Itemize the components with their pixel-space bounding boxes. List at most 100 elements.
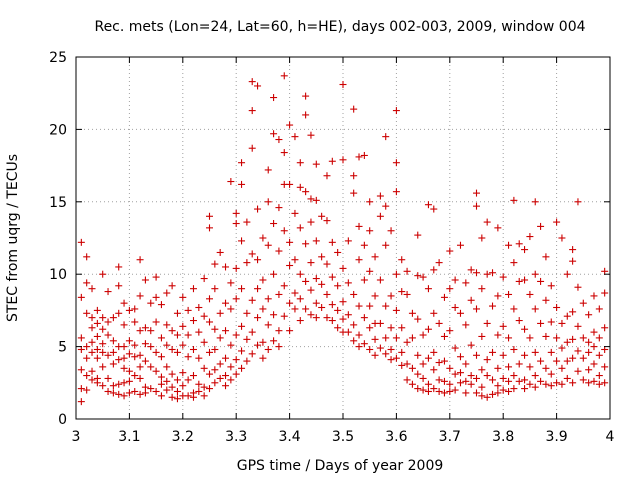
data-point xyxy=(286,238,294,246)
data-point xyxy=(88,324,96,332)
data-point xyxy=(328,301,336,309)
data-point xyxy=(547,348,555,356)
data-point xyxy=(216,248,224,256)
data-point xyxy=(350,105,358,113)
data-point xyxy=(136,363,144,371)
data-point xyxy=(430,348,438,356)
data-point xyxy=(510,259,518,267)
data-point xyxy=(339,156,347,164)
data-point xyxy=(366,198,374,206)
data-point xyxy=(227,279,235,287)
data-point xyxy=(141,389,149,397)
data-point xyxy=(157,301,165,309)
data-point xyxy=(104,351,112,359)
data-point xyxy=(312,237,320,245)
data-point xyxy=(360,241,368,249)
data-point xyxy=(173,395,181,403)
data-point xyxy=(334,324,342,332)
data-point xyxy=(157,373,165,381)
data-point xyxy=(526,380,534,388)
data-point xyxy=(88,338,96,346)
data-point xyxy=(360,151,368,159)
x-tick-label: 3.9 xyxy=(545,429,567,445)
data-point xyxy=(499,273,507,281)
data-point xyxy=(131,387,139,395)
data-point xyxy=(483,372,491,380)
data-point xyxy=(489,302,497,310)
data-point xyxy=(243,309,251,317)
data-point xyxy=(403,360,411,368)
data-point xyxy=(510,305,518,313)
data-point xyxy=(173,376,181,384)
data-point xyxy=(414,351,422,359)
data-point xyxy=(318,212,326,220)
data-point xyxy=(440,377,448,385)
data-point xyxy=(451,344,459,352)
data-point xyxy=(371,335,379,343)
data-point xyxy=(521,351,529,359)
data-point xyxy=(526,233,534,241)
data-point xyxy=(595,380,603,388)
x-tick-label: 3.2 xyxy=(172,429,194,445)
data-point xyxy=(489,376,497,384)
data-point xyxy=(601,267,609,275)
data-point xyxy=(579,376,587,384)
data-point xyxy=(478,366,486,374)
data-point xyxy=(494,364,502,372)
data-point xyxy=(398,256,406,264)
data-point xyxy=(141,276,149,284)
data-point xyxy=(585,311,593,319)
data-point xyxy=(254,82,262,90)
data-point xyxy=(558,364,566,372)
data-point xyxy=(189,345,197,353)
data-point xyxy=(515,360,523,368)
data-point xyxy=(344,328,352,336)
data-point xyxy=(574,198,582,206)
data-point xyxy=(344,237,352,245)
data-point xyxy=(387,324,395,332)
data-point xyxy=(446,364,454,372)
data-point xyxy=(131,372,139,380)
data-point xyxy=(99,325,107,333)
data-point xyxy=(291,305,299,313)
data-point xyxy=(141,357,149,365)
data-point xyxy=(125,350,133,358)
data-point xyxy=(248,328,256,336)
data-point xyxy=(483,356,491,364)
data-point xyxy=(109,348,117,356)
data-point xyxy=(408,334,416,342)
data-point xyxy=(104,331,112,339)
data-point xyxy=(398,324,406,332)
data-point xyxy=(360,276,368,284)
data-point xyxy=(419,374,427,382)
data-point xyxy=(558,380,566,388)
data-point xyxy=(115,380,123,388)
data-point xyxy=(569,379,577,387)
x-tick-label: 3.8 xyxy=(492,429,514,445)
data-point xyxy=(275,343,283,351)
data-point xyxy=(184,331,192,339)
data-point xyxy=(131,305,139,313)
data-point xyxy=(574,322,582,330)
data-point xyxy=(366,345,374,353)
data-point xyxy=(366,324,374,332)
data-point xyxy=(184,392,192,400)
data-point xyxy=(456,369,464,377)
data-point xyxy=(590,377,598,385)
data-points xyxy=(77,72,609,406)
data-point xyxy=(227,178,235,186)
data-point xyxy=(435,387,443,395)
data-point xyxy=(163,289,171,297)
data-point xyxy=(456,379,464,387)
data-point xyxy=(563,270,571,278)
data-point xyxy=(371,253,379,261)
data-point xyxy=(558,234,566,242)
data-point xyxy=(189,393,197,401)
data-point xyxy=(238,180,246,188)
data-point xyxy=(136,327,144,335)
data-point xyxy=(398,288,406,296)
grid-lines xyxy=(76,57,610,419)
data-point xyxy=(531,305,539,313)
data-point xyxy=(270,311,278,319)
data-point xyxy=(195,387,203,395)
